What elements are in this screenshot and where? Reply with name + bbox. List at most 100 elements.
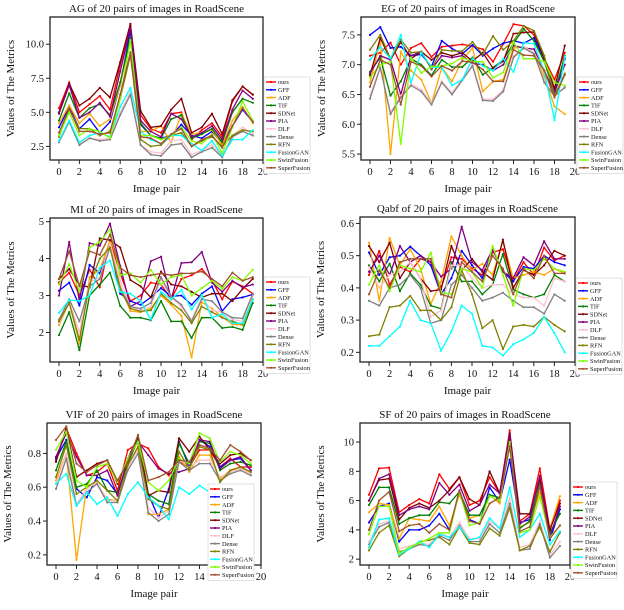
data-point (512, 48, 515, 51)
data-point (367, 521, 371, 524)
data-point (522, 296, 525, 299)
data-point (438, 473, 441, 476)
data-point (119, 290, 122, 293)
data-point (512, 56, 515, 59)
data-point (563, 113, 566, 116)
data-point (428, 531, 431, 534)
data-point (119, 279, 122, 282)
data-point (408, 546, 411, 549)
data-point (108, 96, 112, 99)
data-point (553, 277, 556, 280)
legend-label: SuperFusion (278, 165, 311, 172)
chart-svg: VIF of 20 pairs of images in RoadScene 0 2… (2, 409, 266, 600)
data-point (251, 268, 254, 271)
data-point (116, 482, 119, 485)
data-point (149, 126, 152, 129)
legend-marker (576, 571, 580, 574)
data-point (57, 131, 61, 134)
data-point (221, 154, 224, 158)
data-point (512, 288, 515, 291)
plot-area-frame (359, 422, 571, 566)
series-line-rfn (58, 246, 254, 341)
data-point (450, 261, 453, 264)
data-point (367, 265, 371, 269)
data-point (231, 299, 234, 303)
data-point (198, 448, 201, 452)
chart-panel-vif: VIF of 20 pairs of images in RoadScene 0 2… (0, 400, 312, 610)
data-point (85, 487, 88, 491)
legend-marker (269, 312, 273, 315)
data-point (129, 307, 132, 310)
x-tick-label: 6 (118, 369, 123, 380)
data-point (553, 96, 556, 99)
plot-area-frame (49, 217, 264, 363)
series-line-fusiongan (369, 34, 566, 121)
data-point (249, 470, 252, 474)
x-tick-label: 8 (135, 572, 140, 583)
data-point (548, 550, 551, 553)
data-point (367, 499, 371, 502)
legend-label: DLF (278, 326, 290, 333)
data-point (460, 280, 463, 283)
legend-label: PIA (278, 118, 289, 125)
legend-marker (581, 313, 585, 316)
data-point (563, 55, 566, 58)
data-point (518, 536, 521, 539)
data-point (68, 240, 71, 244)
x-tick-label: 10 (153, 572, 164, 583)
data-point (501, 354, 504, 357)
series-line-superfusion (58, 51, 254, 149)
data-point (367, 283, 371, 286)
data-point (440, 45, 443, 48)
legend-marker (582, 166, 586, 169)
legend-marker (269, 96, 273, 99)
legend-label: GFF (278, 287, 290, 294)
data-point (409, 69, 413, 72)
data-point (367, 546, 371, 549)
data-point (471, 57, 474, 60)
data-point (78, 290, 81, 293)
data-point (88, 134, 91, 137)
data-point (543, 312, 546, 315)
x-tick-label: 16 (217, 369, 228, 380)
data-point (450, 235, 453, 238)
data-point (532, 29, 536, 32)
data-point (180, 272, 183, 275)
data-point (512, 32, 515, 35)
data-point (420, 88, 423, 91)
legend: oursGFFADFTIFSDNetPIADLFDenseRFNFusionGA… (570, 481, 618, 579)
data-point (450, 69, 454, 72)
legend-label: SDNet (591, 110, 608, 117)
data-point (108, 246, 112, 249)
data-point (470, 270, 474, 273)
data-point (78, 304, 81, 307)
data-point (368, 97, 372, 100)
data-point (129, 316, 132, 319)
data-point (200, 149, 203, 152)
data-point (68, 104, 71, 107)
legend-label: RFN (222, 549, 235, 556)
data-point (508, 429, 511, 432)
y-tick-label: 5.0 (31, 108, 44, 119)
legend-label: RFN (278, 342, 291, 349)
data-point (388, 273, 391, 277)
x-tick-label: 6 (427, 572, 432, 583)
data-point (553, 331, 556, 335)
legend-label: ADF (591, 95, 604, 102)
data-point (398, 552, 401, 555)
data-point (399, 103, 402, 106)
legend-marker (213, 550, 217, 553)
x-tick-label: 18 (549, 369, 560, 380)
data-point (543, 246, 546, 249)
data-point (119, 81, 122, 84)
data-point (241, 279, 244, 282)
data-point (468, 541, 471, 545)
legend-label: TIF (590, 304, 600, 311)
data-point (478, 543, 481, 546)
data-point (116, 499, 119, 502)
series-line-gff (368, 458, 561, 543)
data-point (522, 27, 525, 31)
data-point (139, 299, 142, 303)
data-point (54, 460, 58, 463)
data-point (221, 290, 224, 293)
